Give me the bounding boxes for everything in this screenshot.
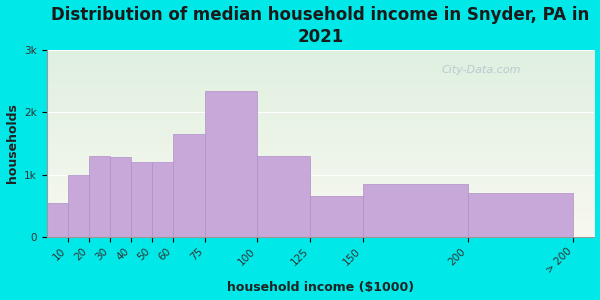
Bar	[152, 162, 173, 237]
Bar	[173, 134, 205, 237]
Bar	[47, 202, 68, 237]
Title: Distribution of median household income in Snyder, PA in
2021: Distribution of median household income …	[52, 6, 590, 46]
X-axis label: household income ($1000): household income ($1000)	[227, 281, 414, 294]
Bar	[257, 156, 310, 237]
Y-axis label: households: households	[5, 103, 19, 183]
Bar	[110, 157, 131, 237]
Bar	[131, 162, 152, 237]
Bar	[68, 175, 89, 237]
Bar	[89, 156, 110, 237]
Bar	[468, 193, 574, 237]
Bar	[205, 91, 257, 237]
Text: City-Data.com: City-Data.com	[441, 65, 521, 75]
Bar	[362, 184, 468, 237]
Bar	[310, 196, 362, 237]
